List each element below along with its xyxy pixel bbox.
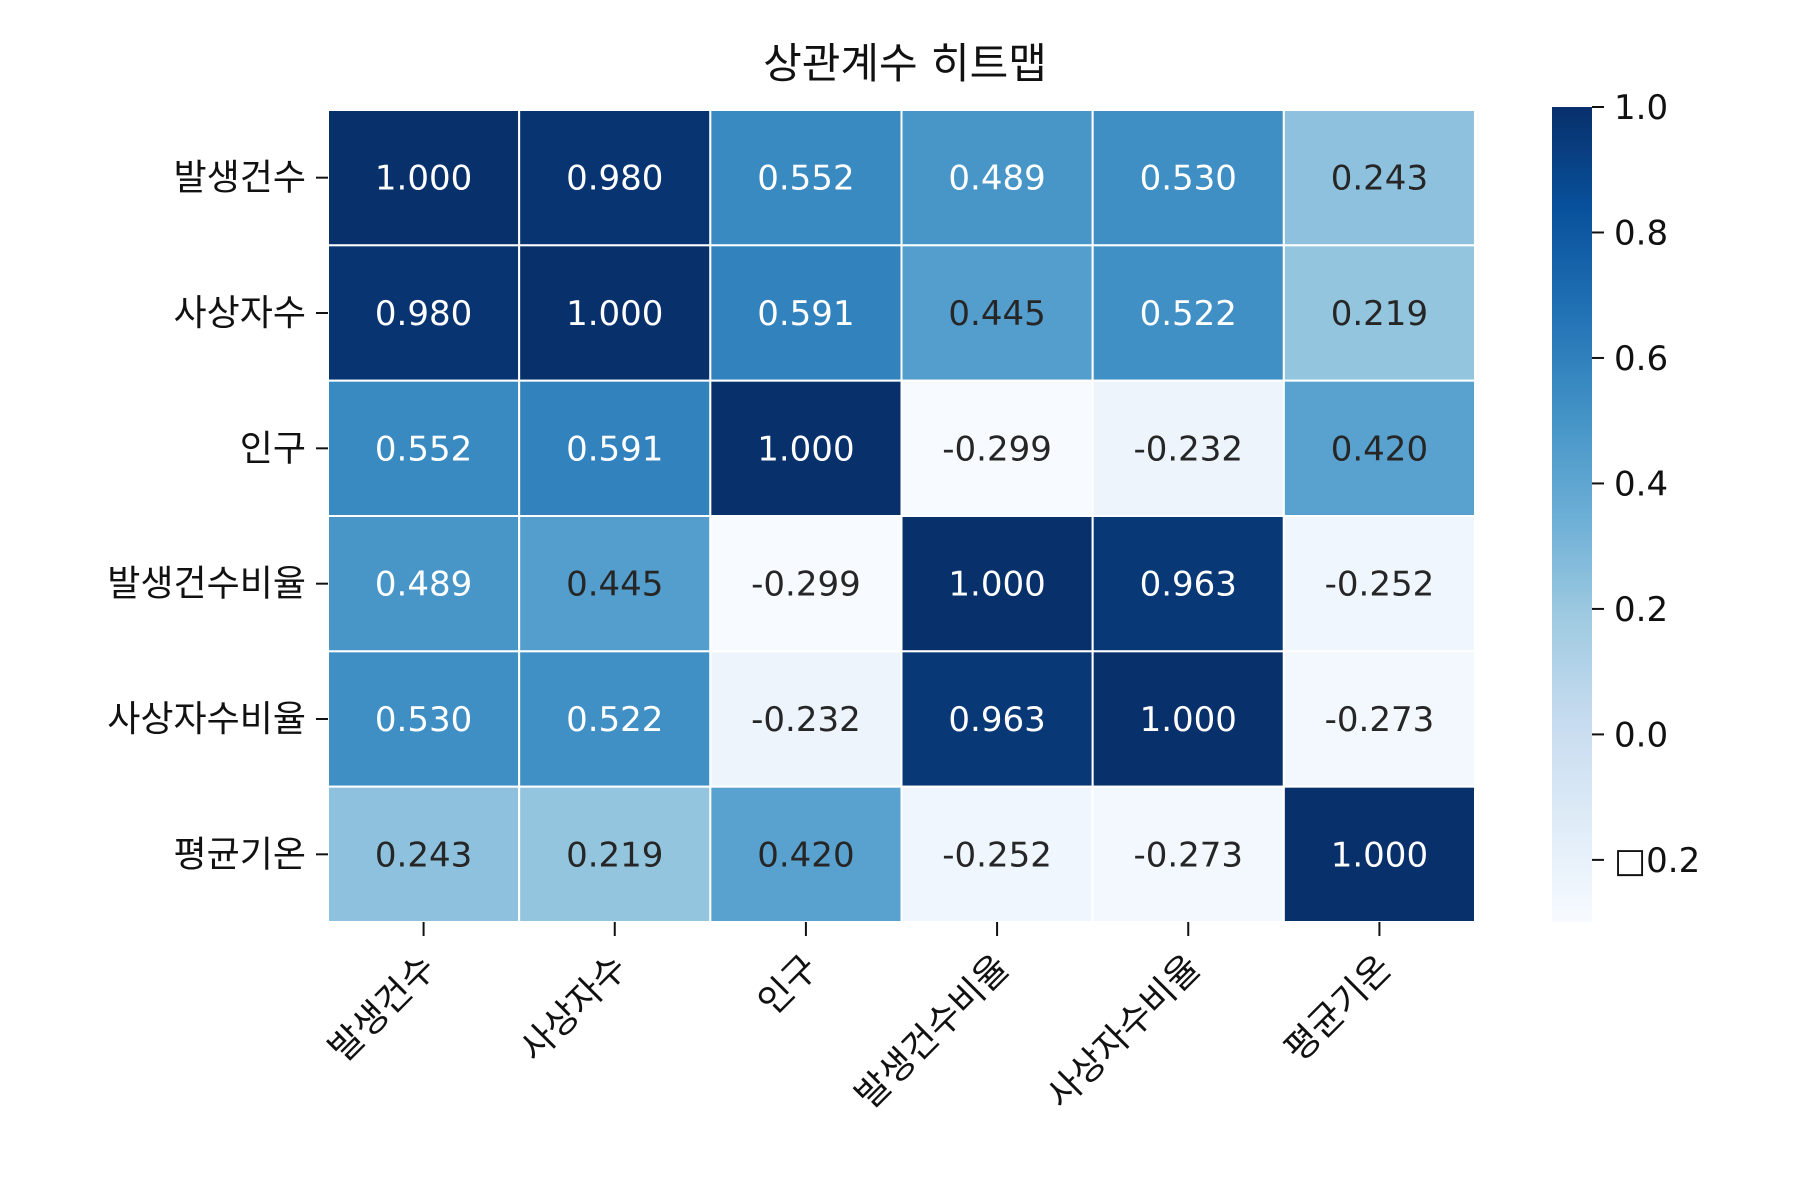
- cell-value-label-2-4: -0.232: [1133, 429, 1243, 469]
- heatmap-cell-2-5: [1282, 379, 1477, 517]
- cell-value-label-5-5: 1.000: [1331, 835, 1428, 875]
- cell-value-label-3-0: 0.489: [375, 565, 472, 605]
- cell-value-label-1-1: 1.000: [566, 294, 663, 334]
- cell-value-label-4-3: 0.963: [948, 700, 1045, 740]
- cell-value-label-3-4: 0.963: [1140, 565, 1237, 605]
- heatmap-cell-3-0: [327, 515, 521, 653]
- y-tick-label-2: 인구: [240, 428, 306, 469]
- cell-value-label-1-2: 0.591: [757, 294, 854, 334]
- heatmap-cell-4-3: [900, 650, 1094, 788]
- cell-value-label-5-1: 0.219: [566, 835, 663, 875]
- cell-value-label-2-5: 0.420: [1331, 429, 1428, 469]
- cell-value-label-1-5: 0.219: [1331, 294, 1428, 334]
- y-tick-label-1: 사상자수: [174, 293, 306, 334]
- cell-value-label-0-3: 0.489: [948, 159, 1045, 199]
- heatmap-cell-5-4: [1091, 785, 1285, 924]
- y-tick-label-4: 사상자수비율: [107, 699, 306, 740]
- cell-value-label-0-4: 0.530: [1140, 159, 1237, 199]
- heatmap-cell-1-3: [900, 244, 1094, 382]
- cell-value-label-3-5: -0.252: [1325, 565, 1435, 605]
- heatmap-cell-3-1: [518, 515, 712, 653]
- colorbar-tick-label-6: □0.2: [1614, 841, 1700, 881]
- heatmap-cell-4-2: [709, 650, 903, 788]
- heatmap-cell-3-2: [709, 515, 903, 653]
- heatmap-cell-1-1: [518, 244, 712, 382]
- x-tick-label-1: 사상자수: [512, 947, 635, 1070]
- heatmap-cell-4-5: [1282, 650, 1477, 788]
- cell-value-label-0-5: 0.243: [1331, 159, 1428, 199]
- heatmap-cell-3-3: [900, 515, 1094, 653]
- x-tick-label-5: 평균기온: [1277, 947, 1400, 1070]
- heatmap-cell-3-5: [1282, 515, 1477, 653]
- cell-value-label-5-4: -0.273: [1133, 835, 1243, 875]
- heatmap-cell-labels: 1.000 0.980 0.552 0.489 0.530 0.243 0.980 1.000…: [375, 159, 1434, 876]
- colorbar-tick-label-3: 0.4: [1614, 464, 1668, 504]
- cell-value-label-1-3: 0.445: [948, 294, 1045, 334]
- y-tick-label-3: 발생건수비율: [107, 564, 306, 605]
- heatmap-cell-2-0: [327, 379, 521, 517]
- cell-value-label-3-1: 0.445: [566, 565, 663, 605]
- cell-value-label-1-0: 0.980: [375, 294, 472, 334]
- colorbar-gradient: [1552, 107, 1592, 922]
- heatmap-cell-0-0: [327, 109, 521, 247]
- heatmap-cell-4-4: [1091, 650, 1285, 788]
- colorbar-tick-label-1: 0.8: [1614, 213, 1668, 253]
- heatmap-cell-5-5: [1282, 785, 1477, 924]
- cell-value-label-3-2: -0.299: [751, 565, 861, 605]
- colorbar-tick-label-5: 0.0: [1614, 715, 1668, 755]
- heatmap-cell-0-2: [709, 109, 903, 247]
- heatmap-cell-1-5: [1282, 244, 1477, 382]
- cell-value-label-3-3: 1.000: [948, 565, 1045, 605]
- x-tick-label-0: 발생건수: [321, 947, 444, 1070]
- cell-value-label-0-2: 0.552: [757, 159, 854, 199]
- cell-value-label-2-2: 1.000: [757, 429, 854, 469]
- y-tick-label-0: 발생건수: [174, 158, 306, 199]
- cell-value-label-0-0: 1.000: [375, 159, 472, 199]
- x-tick-label-4: 사상자수비율: [1039, 947, 1209, 1117]
- heatmap-cell-3-4: [1091, 515, 1285, 653]
- x-tick-label-2: 인구: [750, 947, 826, 1023]
- heatmap-cell-2-3: [900, 379, 1094, 517]
- cell-value-label-5-2: 0.420: [757, 835, 854, 875]
- cell-value-label-2-0: 0.552: [375, 429, 472, 469]
- heatmap-cell-2-4: [1091, 379, 1285, 517]
- cell-value-label-4-5: -0.273: [1325, 700, 1435, 740]
- heatmap-cell-0-3: [900, 109, 1094, 247]
- cell-value-label-4-0: 0.530: [375, 700, 472, 740]
- heatmap-cell-0-1: [518, 109, 712, 247]
- heatmap-cell-0-5: [1282, 109, 1477, 247]
- cell-value-label-2-3: -0.299: [942, 429, 1052, 469]
- heatmap-cell-4-0: [327, 650, 521, 788]
- cell-value-label-4-4: 1.000: [1140, 700, 1237, 740]
- y-tick-label-5: 평균기온: [174, 834, 306, 875]
- heatmap-cell-2-1: [518, 379, 712, 517]
- cell-value-label-0-1: 0.980: [566, 159, 663, 199]
- x-tick-label-3: 발생건수비율: [848, 947, 1018, 1117]
- colorbar-tick-label-0: 1.0: [1614, 88, 1668, 128]
- cell-value-label-5-0: 0.243: [375, 835, 472, 875]
- cell-value-label-5-3: -0.252: [942, 835, 1052, 875]
- chart-title: 상관계수 히트맵: [763, 39, 1047, 88]
- colorbar: 1.0 0.8 0.6 0.4 0.2 0.0 □0.2: [1552, 88, 1700, 922]
- x-axis: 발생건수 사상자수 인구 발생건수비율 사상자수비율 평균기온: [321, 922, 1400, 1117]
- cell-value-label-1-4: 0.522: [1140, 294, 1237, 334]
- colorbar-tick-label-4: 0.2: [1614, 590, 1668, 630]
- heatmap-cells: [327, 109, 1477, 924]
- heatmap-cell-0-4: [1091, 109, 1285, 247]
- cell-value-label-2-1: 0.591: [566, 429, 663, 469]
- cell-value-label-4-1: 0.522: [566, 700, 663, 740]
- cell-value-label-4-2: -0.232: [751, 700, 861, 740]
- heatmap-cell-5-0: [327, 785, 521, 924]
- colorbar-tick-label-2: 0.6: [1614, 339, 1668, 379]
